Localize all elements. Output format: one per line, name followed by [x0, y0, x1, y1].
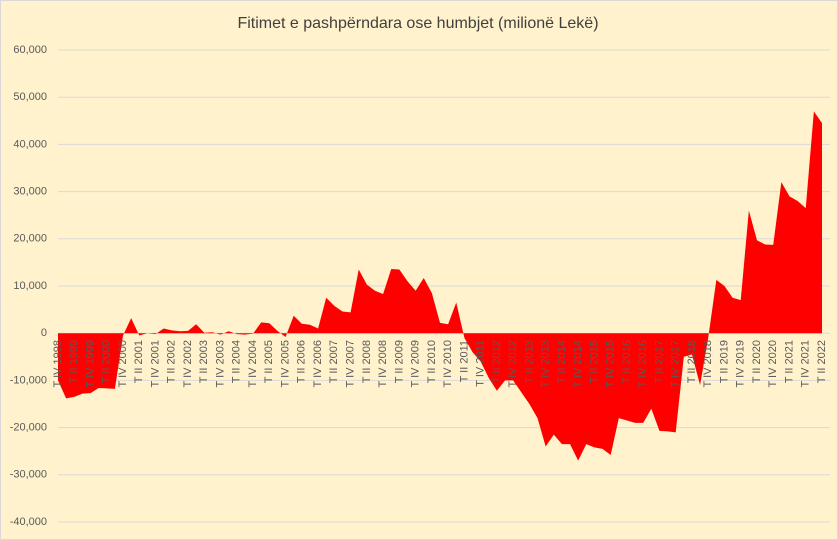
x-tick-label: T II 2022 [816, 340, 828, 383]
y-tick-label: 40,000 [13, 138, 47, 150]
y-tick-label: 50,000 [13, 91, 47, 103]
x-tick-label: T II 2007 [328, 340, 340, 383]
x-tick-label: T II 2015 [588, 340, 600, 383]
x-tick-label: T II 2014 [556, 340, 568, 383]
y-tick-label: 10,000 [13, 280, 47, 292]
y-tick-label: 30,000 [13, 186, 47, 198]
x-tick-label: T IV 2004 [247, 340, 259, 388]
x-tick-label: T II 2020 [751, 340, 763, 383]
y-tick-label: -30,000 [10, 469, 47, 481]
x-tick-label: T IV 2018 [702, 340, 714, 388]
x-tick-label: T II 2003 [198, 340, 210, 383]
x-tick-label: T IV 2010 [442, 340, 454, 388]
x-tick-label: T II 2006 [296, 340, 308, 383]
x-tick-label: T IV 2013 [540, 340, 552, 388]
x-tick-label: T II 2008 [361, 340, 373, 383]
y-tick-label: 0 [41, 327, 47, 339]
x-tick-label: T II 2021 [783, 340, 795, 383]
x-tick-label: T IV 2012 [507, 340, 519, 388]
x-tick-label: T IV 2005 [279, 340, 291, 388]
x-tick-label: T II 2011 [458, 340, 470, 382]
x-tick-label: T IV 2007 [345, 340, 357, 388]
x-tick-label: T IV 2015 [605, 340, 617, 388]
x-tick-label: T II 2012 [491, 340, 503, 383]
x-tick-label: T IV 2021 [800, 340, 812, 388]
x-tick-label: T IV 2000 [117, 340, 129, 388]
x-tick-label: T IV 2006 [312, 340, 324, 388]
x-tick-label: T II 2018 [686, 340, 698, 383]
x-tick-label: T IV 2009 [410, 340, 422, 388]
x-tick-label: T IV 2014 [572, 340, 584, 388]
x-tick-label: T IV 2008 [377, 340, 389, 388]
x-tick-label: T IV 1999 [84, 340, 96, 388]
y-tick-label: -10,000 [10, 374, 47, 386]
x-tick-label: T II 2005 [263, 340, 275, 383]
x-tick-label: T II 2010 [426, 340, 438, 383]
x-tick-label: T II 2019 [718, 340, 730, 383]
x-tick-label: T IV 2002 [182, 340, 194, 388]
x-tick-label: T IV 2001 [149, 340, 161, 388]
x-tick-label: T IV 2011 [475, 340, 487, 387]
x-tick-label: T II 2017 [653, 340, 665, 383]
y-tick-label: -40,000 [10, 516, 47, 528]
area [58, 111, 822, 461]
x-tick-label: T IV 2016 [637, 340, 649, 388]
x-tick-label: T IV 2020 [767, 340, 779, 388]
chart-title: Fitimet e pashpërndara ose humbjet (mili… [237, 15, 598, 32]
x-tick-label: T II 2002 [166, 340, 178, 383]
x-tick-label: T II 1999 [68, 340, 80, 383]
x-tick-label: T II 2009 [393, 340, 405, 383]
x-tick-label: T II 2000 [101, 340, 113, 383]
y-tick-label: -20,000 [10, 422, 47, 434]
x-tick-label: T IV 2017 [670, 340, 682, 388]
x-tick-label: T IV 1998 [52, 340, 64, 388]
x-tick-label: T II 2004 [231, 340, 243, 383]
x-tick-label: T IV 2019 [735, 340, 747, 388]
y-tick-label: 60,000 [13, 44, 47, 56]
x-tick-label: T II 2016 [621, 340, 633, 383]
x-tick-label: T IV 2003 [214, 340, 226, 388]
x-tick-label: T II 2001 [133, 340, 145, 383]
y-tick-label: 20,000 [13, 233, 47, 245]
x-tick-label: T II 2013 [523, 340, 535, 383]
